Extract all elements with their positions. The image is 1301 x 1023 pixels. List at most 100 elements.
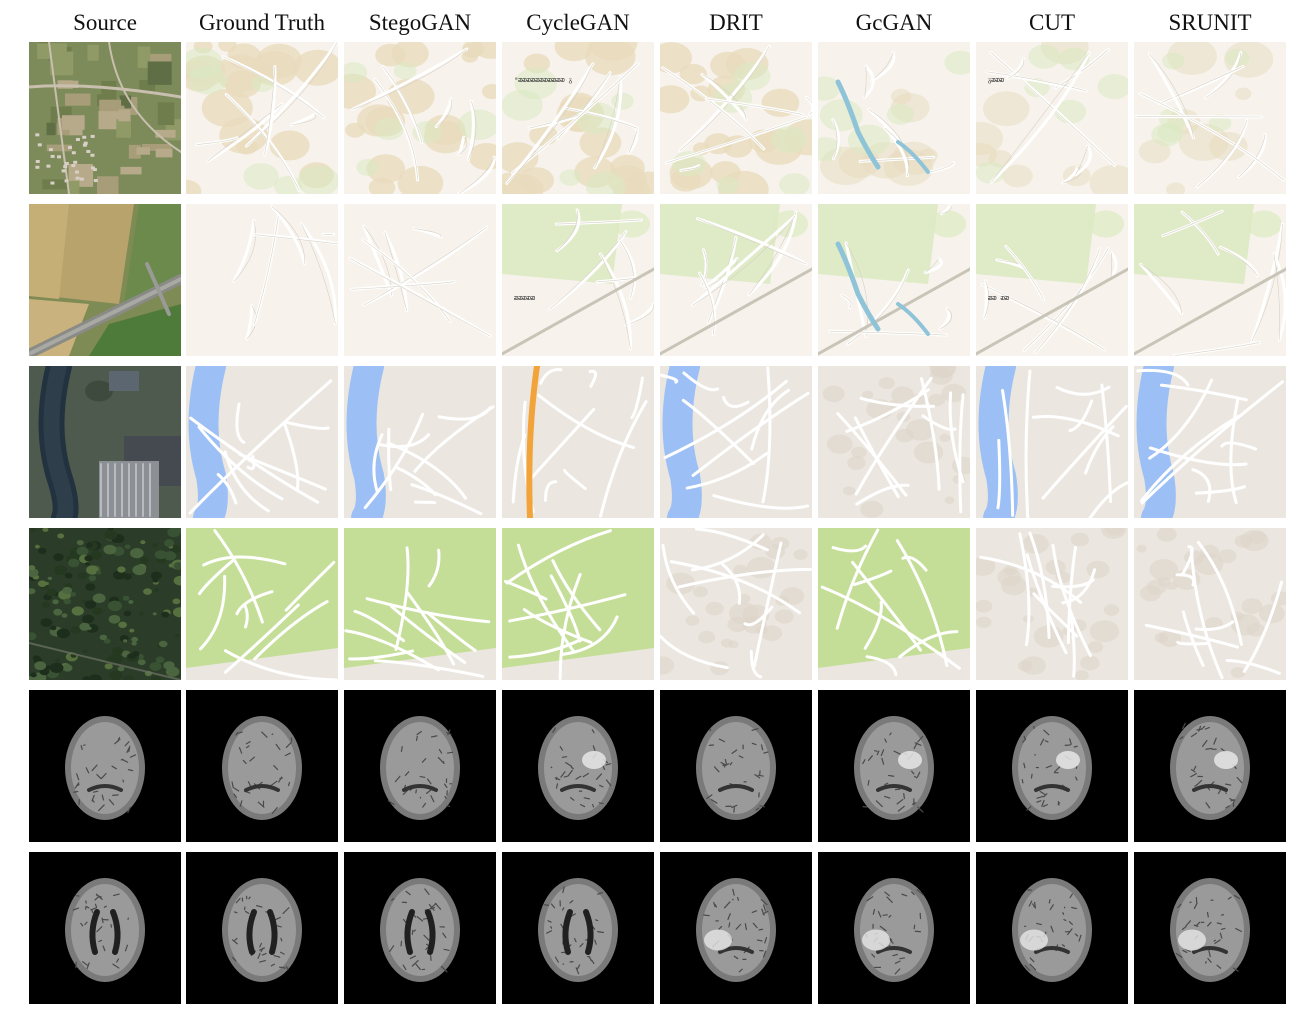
tile-image [818,366,970,518]
tile-brain-mri-ground-truth [186,690,338,842]
tile-brain-mri-stegogan [344,690,496,842]
tile-image [29,528,181,680]
tile-aerial-river-factory-gcgan [818,366,970,518]
tile-image [502,852,654,1004]
tile-aerial-village-stegogan [344,42,496,194]
tile-aerial-village-cyclegan: ᵚᴔᴔᴔᴔᴔᴔᴔᴔᴔᴔᴔ ᵹ [502,42,654,194]
tile-image [976,204,1128,356]
tile-aerial-fields-stegogan [344,204,496,356]
tile-aerial-forest-ground-truth [186,528,338,680]
tile-aerial-village-source [29,42,181,194]
tile-image [502,366,654,518]
tile-aerial-fields-drit [660,204,812,356]
tile-image [976,528,1128,680]
tile-aerial-river-factory-srunit [1134,366,1286,518]
tile-image [660,528,812,680]
tile-image [29,42,181,194]
tile-aerial-fields-srunit [1134,204,1286,356]
tile-aerial-river-factory-cyclegan [502,366,654,518]
tile-image [660,366,812,518]
tile-image [660,690,812,842]
tile-brain-mri-ventricles-srunit [1134,852,1286,1004]
tile-brain-mri-gcgan [818,690,970,842]
tile-aerial-river-factory-cut [976,366,1128,518]
artifact-text: ᴔᴔᴔᴔᴔ [514,294,536,302]
tile-image [29,204,181,356]
tile-brain-mri-source [29,690,181,842]
tile-image [1134,204,1286,356]
tile-image [1134,852,1286,1004]
tile-brain-mri-ventricles-cut [976,852,1128,1004]
tile-image [344,366,496,518]
tile-image [660,42,812,194]
tile-aerial-forest-source [29,528,181,680]
tile-brain-mri-ventricles-stegogan [344,852,496,1004]
tile-brain-mri-cyclegan [502,690,654,842]
tile-image [344,852,496,1004]
tile-aerial-forest-stegogan [344,528,496,680]
tile-image [976,690,1128,842]
column-header-srunit: SRUNIT [1168,10,1252,35]
tile-image [1134,42,1286,194]
tile-brain-mri-drit [660,690,812,842]
tile-image [1134,528,1286,680]
tile-aerial-village-gcgan [818,42,970,194]
column-header-gcgan: GcGAN [855,10,933,35]
tile-aerial-village-drit [660,42,812,194]
tile-image [818,204,970,356]
artifact-text: ᵚᴔᴔᴔᴔᴔᴔᴔᴔᴔᴔᴔ ᵹ [514,76,573,84]
tile-image [186,690,338,842]
tile-aerial-forest-drit [660,528,812,680]
artifact-text: ᵹᴔᴔᴔ [988,76,1004,84]
tile-aerial-fields-ground-truth [186,204,338,356]
tile-aerial-village-ground-truth [186,42,338,194]
tile-image [344,690,496,842]
tile-aerial-forest-gcgan [818,528,970,680]
tile-image [818,852,970,1004]
tile-image [29,366,181,518]
tile-aerial-forest-srunit [1134,528,1286,680]
tile-image [976,366,1128,518]
tile-brain-mri-ventricles-drit [660,852,812,1004]
column-header-cyclegan: CycleGAN [526,10,630,35]
tile-image [344,528,496,680]
tile-image [818,528,970,680]
tile-aerial-river-factory-drit [660,366,812,518]
tile-aerial-fields-cyclegan: ᴔᴔᴔᴔᴔ [502,204,654,356]
artifact-text: ᴔᴔ ᴔᴔ [988,294,1010,302]
tile-brain-mri-ventricles-source [29,852,181,1004]
tile-aerial-village-cut: ᵹᴔᴔᴔ [976,42,1128,194]
column-header-cut: CUT [1029,10,1075,35]
tile-aerial-forest-cyclegan [502,528,654,680]
tile-image [976,852,1128,1004]
tile-image [186,366,338,518]
tile-image [186,528,338,680]
tile-aerial-fields-source [29,204,181,356]
tile-image [818,42,970,194]
tile-image [976,42,1128,194]
tile-image [660,852,812,1004]
tile-image [818,690,970,842]
tile-image [29,690,181,842]
tile-aerial-river-factory-ground-truth [186,366,338,518]
tile-image [502,42,654,194]
tile-aerial-village-srunit [1134,42,1286,194]
tile-image [502,204,654,356]
tile-aerial-fields-cut: ᴔᴔ ᴔᴔ [976,204,1128,356]
tile-aerial-fields-gcgan [818,204,970,356]
tile-aerial-river-factory-stegogan [344,366,496,518]
column-header-ground-truth: Ground Truth [199,10,325,35]
column-header-drit: DRIT [709,10,763,35]
tile-image [1134,366,1286,518]
tile-image [186,852,338,1004]
tile-brain-mri-ventricles-ground-truth [186,852,338,1004]
tile-brain-mri-cut [976,690,1128,842]
tile-image [344,204,496,356]
column-header-source: Source [73,10,137,35]
tile-image [502,690,654,842]
tile-image [344,42,496,194]
tile-aerial-river-factory-source [29,366,181,518]
tile-image [1134,690,1286,842]
tile-image [502,528,654,680]
tile-brain-mri-ventricles-cyclegan [502,852,654,1004]
